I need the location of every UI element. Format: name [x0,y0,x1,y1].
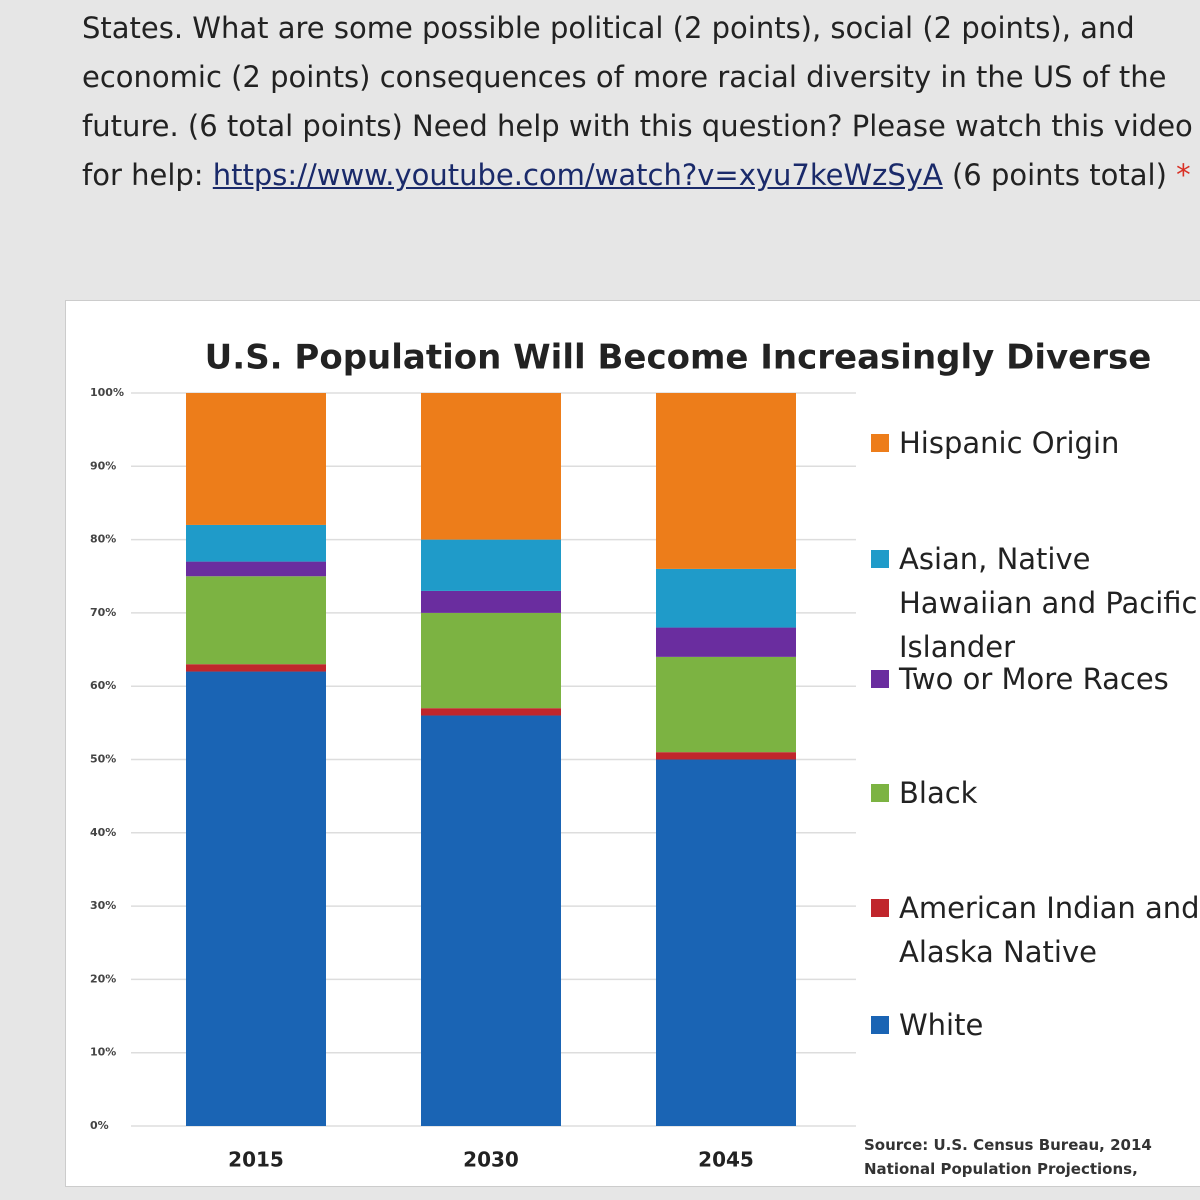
bar-segment [656,393,796,569]
chart: U.S. Population Will Become Increasingly… [90,338,1152,1172]
legend-swatch [871,1016,889,1034]
bar-segment [421,708,561,716]
bar-segment [186,524,326,562]
y-tick-label: 50% [90,753,116,766]
question-text: States. What are some possible political… [82,11,1193,192]
legend-label: Two or More Races [899,662,1169,696]
bar-segment [656,568,796,628]
bar-segment [656,656,796,753]
bar-segment [186,671,326,1126]
legend-label: Asian, Native Hawaiian and Pacific Islan… [899,542,1198,664]
video-link[interactable]: https://www.youtube.com/watch?v=xyu7keWz… [212,158,943,192]
y-tick-label: 70% [90,606,116,619]
x-tick-label: 2015 [228,1148,284,1172]
legend-item: Black [871,771,1200,815]
y-tick-label: 40% [90,826,116,839]
legend-swatch [871,434,889,452]
bar-segment [186,561,326,577]
legend-item: Asian, Native Hawaiian and Pacific Islan… [871,537,1200,669]
legend-item: White [871,1003,1200,1047]
legend-item: Hispanic Origin [871,421,1200,465]
legend-item: American Indian and Alaska Native [871,886,1200,974]
y-tick-label: 0% [90,1119,109,1132]
bar-segment [656,759,796,1126]
chart-title: U.S. Population Will Become Increasingly… [205,338,1152,378]
legend-swatch [871,550,889,568]
bar-segment [186,664,326,672]
legend-label: White [899,1008,984,1042]
bar-segment [421,612,561,709]
required-mark: * [1176,158,1191,192]
bar-segment [186,393,326,525]
legend-label: Black [899,776,978,810]
y-tick-label: 10% [90,1046,116,1059]
legend-item: Two or More Races [871,657,1200,701]
bar-segment [421,715,561,1126]
y-tick-label: 60% [90,679,116,692]
chart-panel: U.S. Population Will Become Increasingly… [65,300,1200,1187]
y-tick-label: 80% [90,533,116,546]
bar-segment [656,752,796,760]
source: Source: U.S. Census Bureau, 2014 Nationa… [864,1136,1152,1186]
bar-segment [656,627,796,657]
legend-swatch [871,784,889,802]
bar-segment [421,539,561,591]
legend-label: Hispanic Origin [899,426,1120,460]
legend-swatch [871,670,889,688]
question-suffix: (6 points total) [951,158,1167,192]
legend-label: American Indian and Alaska Native [899,891,1200,969]
y-tick-label: 20% [90,972,116,985]
x-tick-label: 2045 [698,1148,754,1172]
bar-segment [421,393,561,540]
y-tick-label: 90% [90,459,116,472]
bar-segment [186,576,326,665]
question: States. What are some possible political… [82,4,1200,200]
x-tick-label: 2030 [463,1148,519,1172]
bar-segment [421,590,561,613]
y-tick-label: 30% [90,899,116,912]
y-tick-label: 100% [90,386,124,399]
legend-swatch [871,899,889,917]
